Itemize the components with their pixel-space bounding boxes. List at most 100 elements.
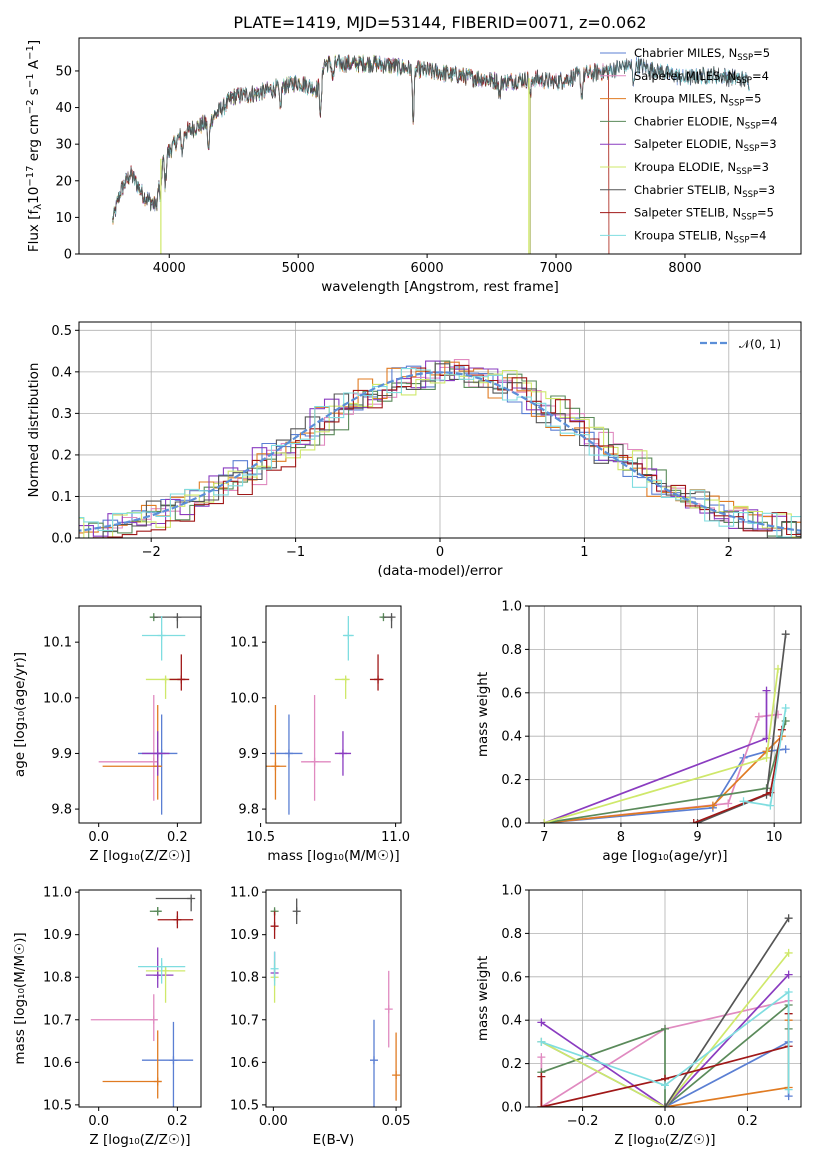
- histogram-chabrier_elodie: [79, 360, 801, 538]
- axes-age-vs-Z: 0.0 0.2 9.8 9.9 10.0 10.1 Z [log₁₀(Z/Z☉)] age […: [12, 605, 202, 864]
- y-tick-label: 0.6: [501, 970, 522, 985]
- point-chabrier_miles: [370, 1056, 378, 1065]
- y-tick-label: 10.8: [43, 971, 72, 986]
- y-tick-label: 0.1: [51, 490, 72, 505]
- y-tick-label: 10.7: [230, 1013, 259, 1028]
- axes-spectrum: 4000 5000 6000 7000 8000 0 10 20 30 40 50 wavelengt…: [55, 37, 802, 295]
- marker-kroupa_elodie: [774, 664, 783, 673]
- y-axis-label: age [log₁₀(age/yr)]: [12, 652, 28, 777]
- marker-kroupa_stelib: [784, 987, 793, 996]
- y-tick-label: 10.8: [230, 971, 259, 986]
- axes-frame: [78, 605, 202, 824]
- y-axis-label: mass weight: [475, 956, 491, 1041]
- point-salpeter_stelib: [173, 915, 182, 924]
- plot-area-spectrum: [112, 54, 750, 254]
- point-kroupa_stelib: [344, 631, 353, 640]
- legend-entry: Kroupa ELODIE, NSSP=3: [634, 160, 769, 177]
- spectrum-line-kroupa_elodie: [112, 54, 531, 254]
- axes-mass-weight-vs-Z: −0.2 0.0 0.2 0.0 0.2 0.4 0.6 0.8 1.0 Z [log₁₀(Z/Z…: [475, 884, 802, 1148]
- x-tick-label: 11.0: [381, 830, 410, 845]
- spectrum-line-salpeter_elodie: [112, 54, 531, 254]
- point-salpeter_miles: [384, 1005, 393, 1014]
- histogram-chabrier_stelib: [79, 363, 801, 538]
- legend-entry: Chabrier ELODIE, NSSP=4: [634, 114, 778, 131]
- x-tick-label: 7: [540, 830, 548, 845]
- point-salpeter_stelib: [374, 675, 383, 684]
- legend-entry: Salpeter MILES, NSSP=4: [634, 69, 769, 86]
- y-tick-label: 0.0: [501, 1101, 522, 1116]
- y-label-part: 10: [26, 187, 42, 204]
- point-salpeter_miles: [149, 1015, 158, 1024]
- x-tick-label: 8: [617, 830, 625, 845]
- legend-entry: Chabrier STELIB, NSSP=3: [634, 183, 775, 200]
- y-label-part: λ: [33, 204, 44, 210]
- marker-salpeter_elodie: [784, 970, 793, 979]
- x-tick-label: 8000: [668, 261, 701, 276]
- point-chabrier_stelib: [173, 613, 182, 622]
- series-kroupa_miles: [544, 735, 783, 823]
- marker-kroupa_stelib: [661, 1081, 669, 1090]
- y-label-part: ]: [26, 40, 42, 45]
- legend-entry: Kroupa MILES, NSSP=5: [634, 92, 761, 109]
- y-axis-label: Normed distribution: [26, 363, 42, 498]
- marker-kroupa_stelib: [537, 1037, 546, 1046]
- legend-text: Salpeter STELIB, N: [634, 206, 741, 220]
- marker-kroupa_stelib: [781, 703, 790, 712]
- figure-title: PLATE=1419, MJD=53144, FIBERID=0071, z=0…: [233, 13, 646, 32]
- point-chabrier_stelib: [187, 894, 196, 903]
- legend-text: Salpeter ELODIE, N: [634, 137, 744, 151]
- x-tick-label: 0.2: [167, 1114, 188, 1129]
- marker-salpeter_stelib: [537, 1103, 546, 1107]
- x-tick-label: 10.5: [246, 830, 275, 845]
- plot-area-mass-weight-vs-Z: [537, 914, 793, 1107]
- y-tick-label: 11.0: [230, 886, 259, 901]
- point-salpeter_elodie: [338, 749, 347, 758]
- plot-area-age-vs-mass: [266, 613, 396, 815]
- y-label-part: −1: [25, 73, 36, 88]
- legend-text: Chabrier MILES, N: [634, 46, 737, 60]
- x-tick-label: 0: [436, 545, 444, 560]
- axes-mass-vs-EBV: 0.00 0.05 10.5 10.6 10.7 10.8 10.9 11.0 E(B-V): [230, 886, 411, 1148]
- y-label-part: s: [26, 88, 42, 99]
- y-tick-label: 0.4: [501, 730, 522, 745]
- legend-sub: SSP: [744, 144, 760, 154]
- y-axis-label: Flux [fλ10−17 erg cm−2 s−1 A−1]: [25, 40, 44, 252]
- x-tick-label: 0.05: [382, 1114, 411, 1129]
- legend-tail: =3: [758, 183, 775, 197]
- legend-text: Chabrier STELIB, N: [634, 183, 742, 197]
- x-tick-label: 0.00: [259, 1114, 288, 1129]
- point-kroupa_stelib: [157, 631, 166, 640]
- point-kroupa_miles: [392, 1071, 401, 1080]
- y-tick-label: 10.1: [43, 636, 72, 651]
- plots-layer: 4000 5000 6000 7000 800001020304050wavelengt…: [12, 37, 802, 1148]
- y-tick-label: 9.8: [51, 803, 72, 818]
- legend-sub: SSP: [736, 76, 752, 86]
- y-tick-label: 10.6: [230, 1056, 259, 1071]
- point-salpeter_elodie: [153, 971, 162, 980]
- y-tick-label: 9.9: [51, 747, 72, 762]
- plot-area-mass-vs-Z: [90, 894, 196, 1107]
- y-tick-label: 0.6: [501, 686, 522, 701]
- marker-chabrier_stelib: [693, 819, 702, 823]
- marker-kroupa_stelib: [766, 801, 775, 810]
- point-salpeter_miles: [310, 757, 319, 766]
- y-tick-label: 10: [55, 211, 72, 226]
- y-tick-label: 0.3: [51, 407, 72, 422]
- axes-residuals: −2 −1 0 1 2 0.0 0.1 0.2 0.3 0.4 0.5 (data-model)/er…: [26, 321, 802, 579]
- marker-kroupa_elodie: [784, 948, 793, 957]
- point-chabrier_miles: [284, 749, 293, 758]
- marker-chabrier_miles: [781, 745, 790, 754]
- axes-mass-vs-Z: 0.0 0.2 10.5 10.6 10.7 10.8 10.9 11.0 Z [log₁₀(Z…: [12, 886, 202, 1148]
- y-tick-label: 0.2: [51, 448, 72, 463]
- y-tick-label: 10.9: [43, 928, 72, 943]
- y-tick-label: 10.0: [230, 691, 259, 706]
- y-tick-label: 1.0: [501, 884, 522, 899]
- y-tick-label: 0.0: [51, 532, 72, 547]
- y-tick-label: 30: [55, 138, 72, 153]
- point-kroupa_elodie: [161, 966, 170, 975]
- y-tick-label: 0.8: [501, 927, 522, 942]
- x-tick-label: 1: [580, 545, 588, 560]
- legend-text: Kroupa STELIB, N: [634, 228, 734, 242]
- legend-sub: SSP: [736, 167, 752, 177]
- y-tick-label: 0.0: [501, 817, 522, 832]
